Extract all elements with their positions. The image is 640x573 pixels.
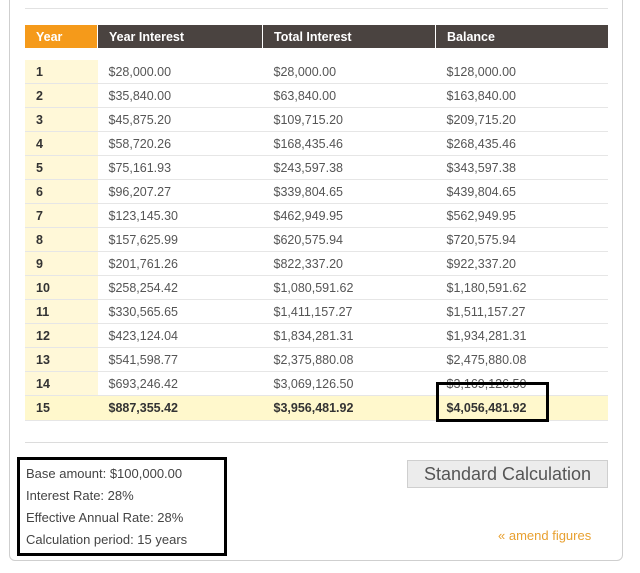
table-row: 9 $201,761.26 $822,337.20 $922,337.20 xyxy=(25,251,608,276)
table-row: 8 $157,625.99 $620,575.94 $720,575.94 xyxy=(25,227,608,252)
cell-year: 8 xyxy=(25,227,98,252)
standard-calculation-button[interactable]: Standard Calculation xyxy=(407,460,608,488)
amend-figures-link[interactable]: « amend figures xyxy=(498,528,592,543)
cell-year: 12 xyxy=(25,323,98,348)
cell-total-interest: $620,575.94 xyxy=(262,227,436,252)
cell-year: 2 xyxy=(25,83,98,108)
cell-balance: $268,435.46 xyxy=(435,131,608,156)
top-divider xyxy=(25,8,608,9)
cell-year-interest: $541,598.77 xyxy=(97,347,263,372)
cell-total-interest: $339,804.65 xyxy=(262,179,436,204)
cell-balance: $209,715.20 xyxy=(435,107,608,132)
cell-year: 14 xyxy=(25,371,98,396)
cell-year: 1 xyxy=(25,60,98,84)
table-row: 13 $541,598.77 $2,375,880.08 $2,475,880.08 xyxy=(25,347,608,372)
final-balance-highlight-box xyxy=(436,382,549,422)
cell-balance: $2,475,880.08 xyxy=(435,347,608,372)
table-row-final: 15 $887,355.42 $3,956,481.92 $4,056,481.92 xyxy=(25,395,608,421)
cell-balance: $128,000.00 xyxy=(435,60,608,84)
cell-balance: $1,180,591.62 xyxy=(435,275,608,300)
final-cell-total-interest: $3,956,481.92 xyxy=(262,395,436,421)
column-header-total-interest: Total Interest xyxy=(262,25,436,48)
summary-period: Calculation period: 15 years xyxy=(26,532,188,547)
cell-year-interest: $123,145.30 xyxy=(97,203,263,228)
column-header-year: Year xyxy=(25,25,98,48)
table-row: 11 $330,565.65 $1,411,157.27 $1,511,157.27 xyxy=(25,299,608,324)
table-row: 7 $123,145.30 $462,949.95 $562,949.95 xyxy=(25,203,608,228)
cell-year: 9 xyxy=(25,251,98,276)
cell-year-interest: $258,254.42 xyxy=(97,275,263,300)
cell-total-interest: $28,000.00 xyxy=(262,60,436,84)
cell-year: 4 xyxy=(25,131,98,156)
cell-year-interest: $423,124.04 xyxy=(97,323,263,348)
cell-year-interest: $157,625.99 xyxy=(97,227,263,252)
final-cell-year: 15 xyxy=(25,395,98,421)
cell-balance: $720,575.94 xyxy=(435,227,608,252)
cell-total-interest: $1,834,281.31 xyxy=(262,323,436,348)
cell-year: 7 xyxy=(25,203,98,228)
cell-balance: $562,949.95 xyxy=(435,203,608,228)
cell-total-interest: $462,949.95 xyxy=(262,203,436,228)
table-row: 12 $423,124.04 $1,834,281.31 $1,934,281.31 xyxy=(25,323,608,348)
cell-year: 5 xyxy=(25,155,98,180)
cell-year-interest: $201,761.26 xyxy=(97,251,263,276)
cell-total-interest: $3,069,126.50 xyxy=(262,371,436,396)
cell-year: 11 xyxy=(25,299,98,324)
cell-year: 6 xyxy=(25,179,98,204)
cell-year-interest: $28,000.00 xyxy=(97,60,263,84)
cell-total-interest: $243,597.38 xyxy=(262,155,436,180)
table-row: 1 $28,000.00 $28,000.00 $128,000.00 xyxy=(25,60,608,84)
section-divider xyxy=(25,442,608,443)
cell-year-interest: $45,875.20 xyxy=(97,107,263,132)
cell-balance: $1,934,281.31 xyxy=(435,323,608,348)
cell-total-interest: $63,840.00 xyxy=(262,83,436,108)
summary-effective-rate: Effective Annual Rate: 28% xyxy=(26,510,184,525)
cell-year-interest: $75,161.93 xyxy=(97,155,263,180)
final-cell-year-interest: $887,355.42 xyxy=(97,395,263,421)
cell-total-interest: $1,080,591.62 xyxy=(262,275,436,300)
cell-balance: $922,337.20 xyxy=(435,251,608,276)
cell-balance: $343,597.38 xyxy=(435,155,608,180)
cell-total-interest: $2,375,880.08 xyxy=(262,347,436,372)
cell-balance: $1,511,157.27 xyxy=(435,299,608,324)
column-header-year-interest: Year Interest xyxy=(97,25,263,48)
summary-base-amount: Base amount: $100,000.00 xyxy=(26,466,183,481)
cell-year-interest: $330,565.65 xyxy=(97,299,263,324)
column-header-balance: Balance xyxy=(435,25,608,48)
cell-year-interest: $96,207.27 xyxy=(97,179,263,204)
cell-year: 10 xyxy=(25,275,98,300)
cell-total-interest: $109,715.20 xyxy=(262,107,436,132)
cell-total-interest: $168,435.46 xyxy=(262,131,436,156)
table-row: 3 $45,875.20 $109,715.20 $209,715.20 xyxy=(25,107,608,132)
summary-interest-rate: Interest Rate: 28% xyxy=(26,488,134,503)
cell-balance: $163,840.00 xyxy=(435,83,608,108)
cell-year: 13 xyxy=(25,347,98,372)
interest-table: Year Year Interest Total Interest Balanc… xyxy=(25,25,608,421)
table-row: 2 $35,840.00 $63,840.00 $163,840.00 xyxy=(25,83,608,108)
cell-year: 3 xyxy=(25,107,98,132)
table-header-row: Year Year Interest Total Interest Balanc… xyxy=(25,25,608,48)
table-row: 10 $258,254.42 $1,080,591.62 $1,180,591.62 xyxy=(25,275,608,300)
cell-total-interest: $1,411,157.27 xyxy=(262,299,436,324)
calculation-summary-box: Base amount: $100,000.00 Interest Rate: … xyxy=(17,457,227,556)
cell-total-interest: $822,337.20 xyxy=(262,251,436,276)
cell-year-interest: $35,840.00 xyxy=(97,83,263,108)
final-cell-balance: $4,056,481.92 xyxy=(435,395,608,421)
table-row: 4 $58,720.26 $168,435.46 $268,435.46 xyxy=(25,131,608,156)
cell-year-interest: $58,720.26 xyxy=(97,131,263,156)
cell-year-interest: $693,246.42 xyxy=(97,371,263,396)
table-row: 6 $96,207.27 $339,804.65 $439,804.65 xyxy=(25,179,608,204)
cell-balance: $439,804.65 xyxy=(435,179,608,204)
table-row: 5 $75,161.93 $243,597.38 $343,597.38 xyxy=(25,155,608,180)
